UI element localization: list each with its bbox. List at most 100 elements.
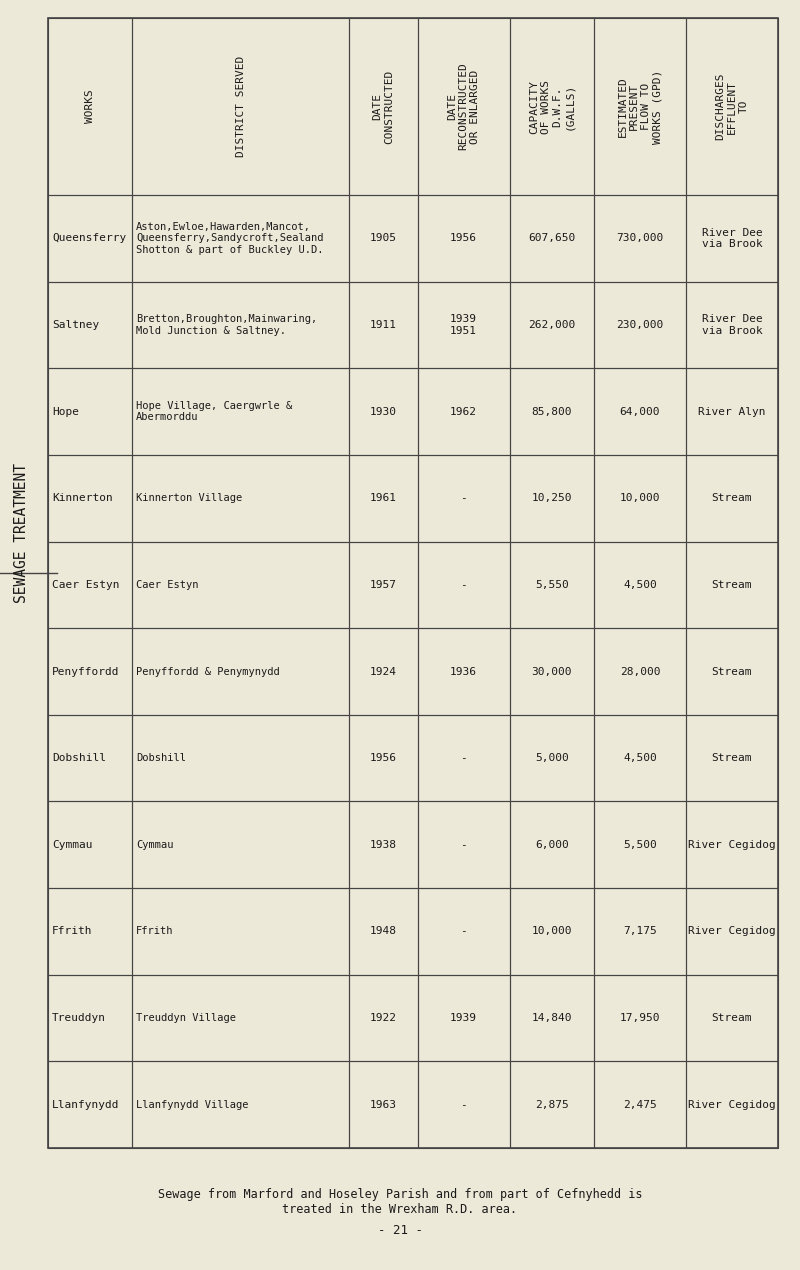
Text: 1939
1951: 1939 1951 xyxy=(450,314,477,335)
Text: 2,875: 2,875 xyxy=(535,1100,569,1110)
Bar xyxy=(132,196,349,282)
Text: -: - xyxy=(460,839,467,850)
Text: SEWAGE TREATMENT: SEWAGE TREATMENT xyxy=(14,464,30,603)
Bar xyxy=(510,888,594,975)
Bar xyxy=(686,18,778,196)
Bar xyxy=(418,282,510,368)
Text: 1938: 1938 xyxy=(370,839,397,850)
Bar xyxy=(594,196,686,282)
Text: CAPACITY
OF WORKS
D.W.F.
(GALLS): CAPACITY OF WORKS D.W.F. (GALLS) xyxy=(530,80,574,133)
Text: 1962: 1962 xyxy=(450,406,477,417)
Bar xyxy=(349,888,418,975)
Text: 5,000: 5,000 xyxy=(535,753,569,763)
Bar xyxy=(594,888,686,975)
Bar xyxy=(349,629,418,715)
Text: Cymmau: Cymmau xyxy=(52,839,93,850)
Text: ESTIMATED
PRESENT
FLOW TO
WORKS (GPD): ESTIMATED PRESENT FLOW TO WORKS (GPD) xyxy=(618,70,662,144)
Text: Ffrith: Ffrith xyxy=(52,926,93,936)
Bar xyxy=(349,282,418,368)
Text: River Cegidog: River Cegidog xyxy=(688,926,776,936)
Bar xyxy=(418,368,510,455)
Text: Kinnerton: Kinnerton xyxy=(52,493,113,503)
Bar xyxy=(418,455,510,541)
Text: 7,175: 7,175 xyxy=(623,926,657,936)
Text: 1911: 1911 xyxy=(370,320,397,330)
Text: Queensferry: Queensferry xyxy=(52,234,126,244)
Text: Cymmau: Cymmau xyxy=(136,839,174,850)
Bar xyxy=(418,888,510,975)
Text: 1957: 1957 xyxy=(370,580,397,589)
Bar xyxy=(418,1062,510,1148)
Bar xyxy=(349,455,418,541)
Text: 1905: 1905 xyxy=(370,234,397,244)
Text: -: - xyxy=(460,580,467,589)
Bar xyxy=(418,629,510,715)
Bar xyxy=(349,541,418,629)
Bar xyxy=(349,801,418,888)
Text: 230,000: 230,000 xyxy=(616,320,663,330)
Text: 1948: 1948 xyxy=(370,926,397,936)
Bar xyxy=(510,629,594,715)
Bar xyxy=(594,368,686,455)
Text: 2,475: 2,475 xyxy=(623,1100,657,1110)
Text: 10,250: 10,250 xyxy=(531,493,572,503)
Text: 1930: 1930 xyxy=(370,406,397,417)
Text: River Dee
via Brook: River Dee via Brook xyxy=(702,227,762,249)
Text: 30,000: 30,000 xyxy=(531,667,572,677)
Text: 1936: 1936 xyxy=(450,667,477,677)
Text: Bretton,Broughton,Mainwaring,
Mold Junction & Saltney.: Bretton,Broughton,Mainwaring, Mold Junct… xyxy=(136,314,318,335)
Bar xyxy=(48,368,132,455)
Text: WORKS: WORKS xyxy=(85,90,95,123)
Bar xyxy=(132,455,349,541)
Text: 1956: 1956 xyxy=(370,753,397,763)
Bar xyxy=(48,801,132,888)
Text: 1963: 1963 xyxy=(370,1100,397,1110)
Bar xyxy=(48,715,132,801)
Bar xyxy=(686,541,778,629)
Bar xyxy=(594,282,686,368)
Bar xyxy=(349,715,418,801)
Text: Dobshill: Dobshill xyxy=(136,753,186,763)
Text: Stream: Stream xyxy=(712,580,752,589)
Bar xyxy=(510,541,594,629)
Bar xyxy=(48,975,132,1062)
Text: Treuddyn Village: Treuddyn Village xyxy=(136,1013,236,1024)
Bar xyxy=(510,715,594,801)
Bar xyxy=(594,975,686,1062)
Bar xyxy=(510,368,594,455)
Bar xyxy=(686,715,778,801)
Text: DISTRICT SERVED: DISTRICT SERVED xyxy=(236,56,246,157)
Text: Penyffordd: Penyffordd xyxy=(52,667,119,677)
Text: Caer Estyn: Caer Estyn xyxy=(136,580,198,589)
Bar xyxy=(48,282,132,368)
Bar xyxy=(349,368,418,455)
Text: Treuddyn: Treuddyn xyxy=(52,1013,106,1024)
Bar xyxy=(48,888,132,975)
Bar xyxy=(132,18,349,196)
Bar xyxy=(510,282,594,368)
Bar xyxy=(686,1062,778,1148)
Bar xyxy=(686,196,778,282)
Bar xyxy=(132,715,349,801)
Bar xyxy=(132,888,349,975)
Text: -: - xyxy=(460,753,467,763)
Text: 1924: 1924 xyxy=(370,667,397,677)
Bar xyxy=(349,1062,418,1148)
Text: 85,800: 85,800 xyxy=(531,406,572,417)
Text: River Alyn: River Alyn xyxy=(698,406,766,417)
Bar xyxy=(418,196,510,282)
Text: River Dee
via Brook: River Dee via Brook xyxy=(702,314,762,335)
Text: 4,500: 4,500 xyxy=(623,580,657,589)
Bar xyxy=(418,975,510,1062)
Text: Penyffordd & Penymynydd: Penyffordd & Penymynydd xyxy=(136,667,280,677)
Text: 17,950: 17,950 xyxy=(620,1013,660,1024)
Text: Llanfynydd: Llanfynydd xyxy=(52,1100,119,1110)
Bar xyxy=(349,196,418,282)
Bar xyxy=(594,18,686,196)
Bar xyxy=(132,1062,349,1148)
Text: -: - xyxy=(460,493,467,503)
Bar xyxy=(48,196,132,282)
Text: Sewage from Marford and Hoseley Parish and from part of Cefnyhedd is
treated in : Sewage from Marford and Hoseley Parish a… xyxy=(158,1187,642,1215)
Bar xyxy=(132,629,349,715)
Text: 1956: 1956 xyxy=(450,234,477,244)
